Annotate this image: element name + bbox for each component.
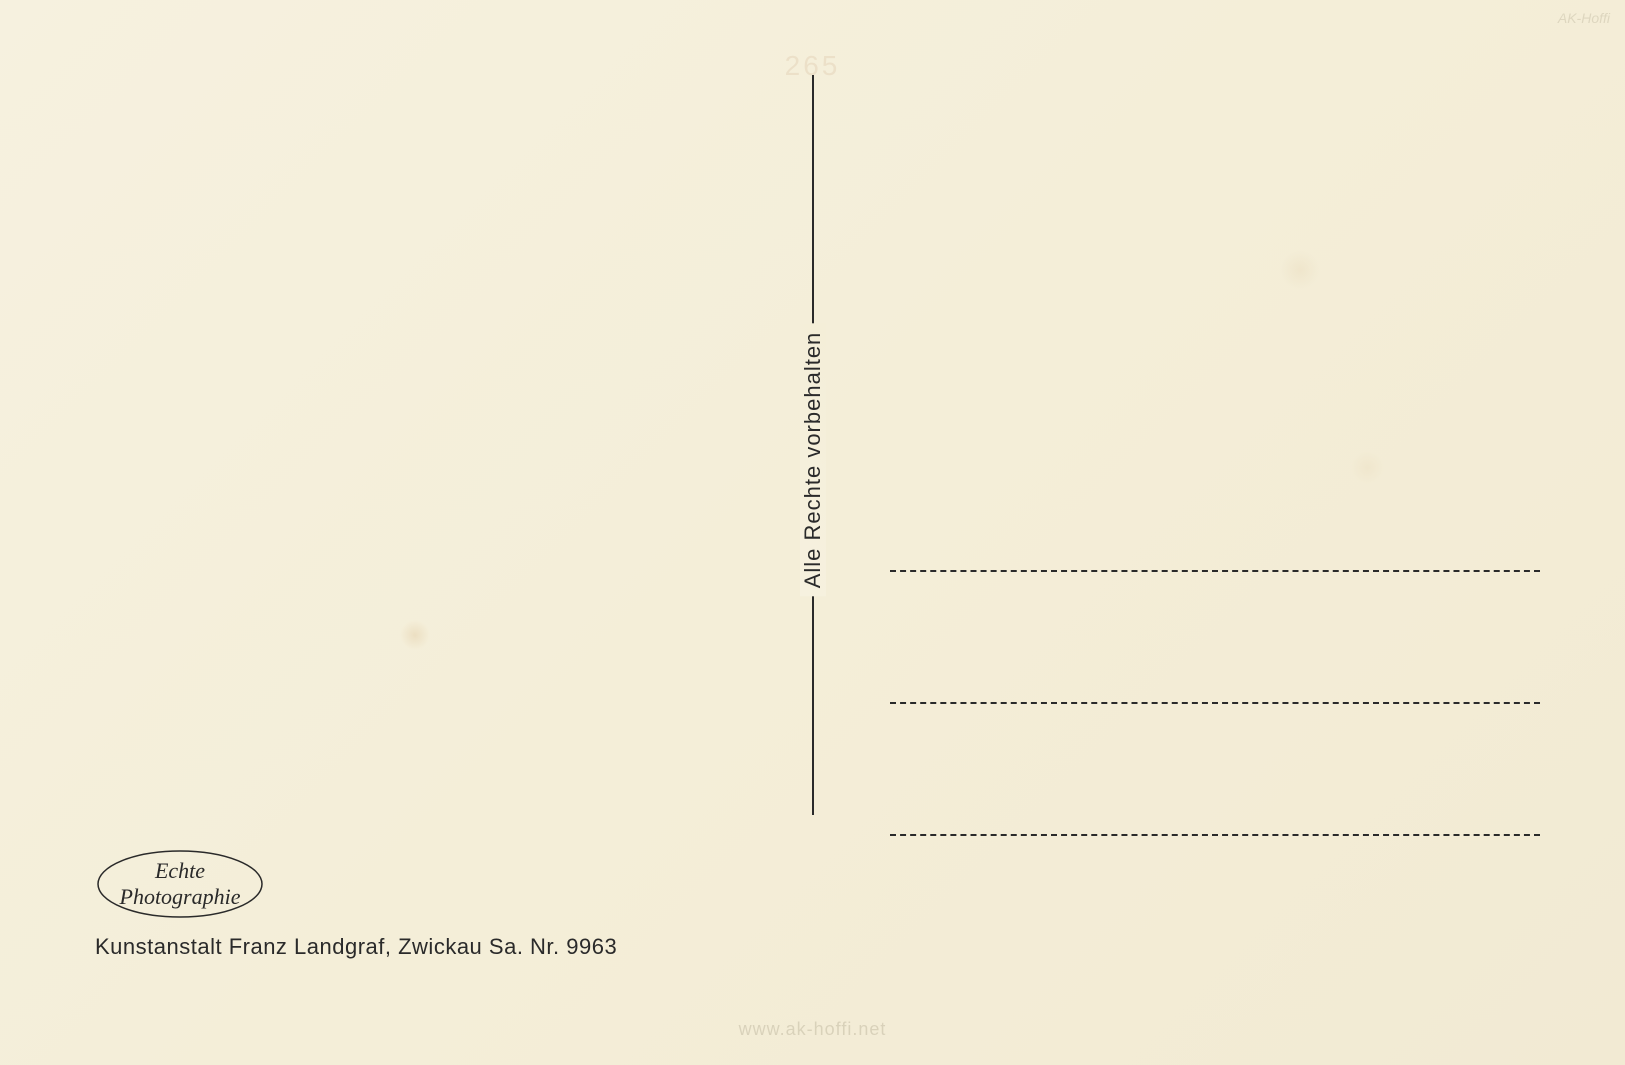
- address-area: [890, 570, 1540, 836]
- watermark-top-right: AK-Hoffi: [1558, 10, 1610, 26]
- paper-aging-spot: [1350, 450, 1385, 485]
- address-line-1: [890, 570, 1540, 572]
- stamp-text-line1: Echte: [155, 858, 205, 884]
- address-line-2: [890, 702, 1540, 704]
- paper-aging-spot: [400, 620, 430, 650]
- stamp-text-line2: Photographie: [120, 884, 241, 910]
- watermark-bottom: www.ak-hoffi.net: [739, 1019, 887, 1040]
- rights-text: Alle Rechte vorbehalten: [800, 324, 826, 597]
- address-line-3: [890, 834, 1540, 836]
- publisher-info: Kunstanstalt Franz Landgraf, Zwickau Sa.…: [95, 934, 617, 960]
- postcard-back: AK-Hoffi 265 Alle Rechte vorbehalten Ech…: [0, 0, 1625, 1065]
- paper-aging-spot: [1280, 250, 1320, 290]
- photographie-stamp: Echte Photographie: [95, 848, 265, 920]
